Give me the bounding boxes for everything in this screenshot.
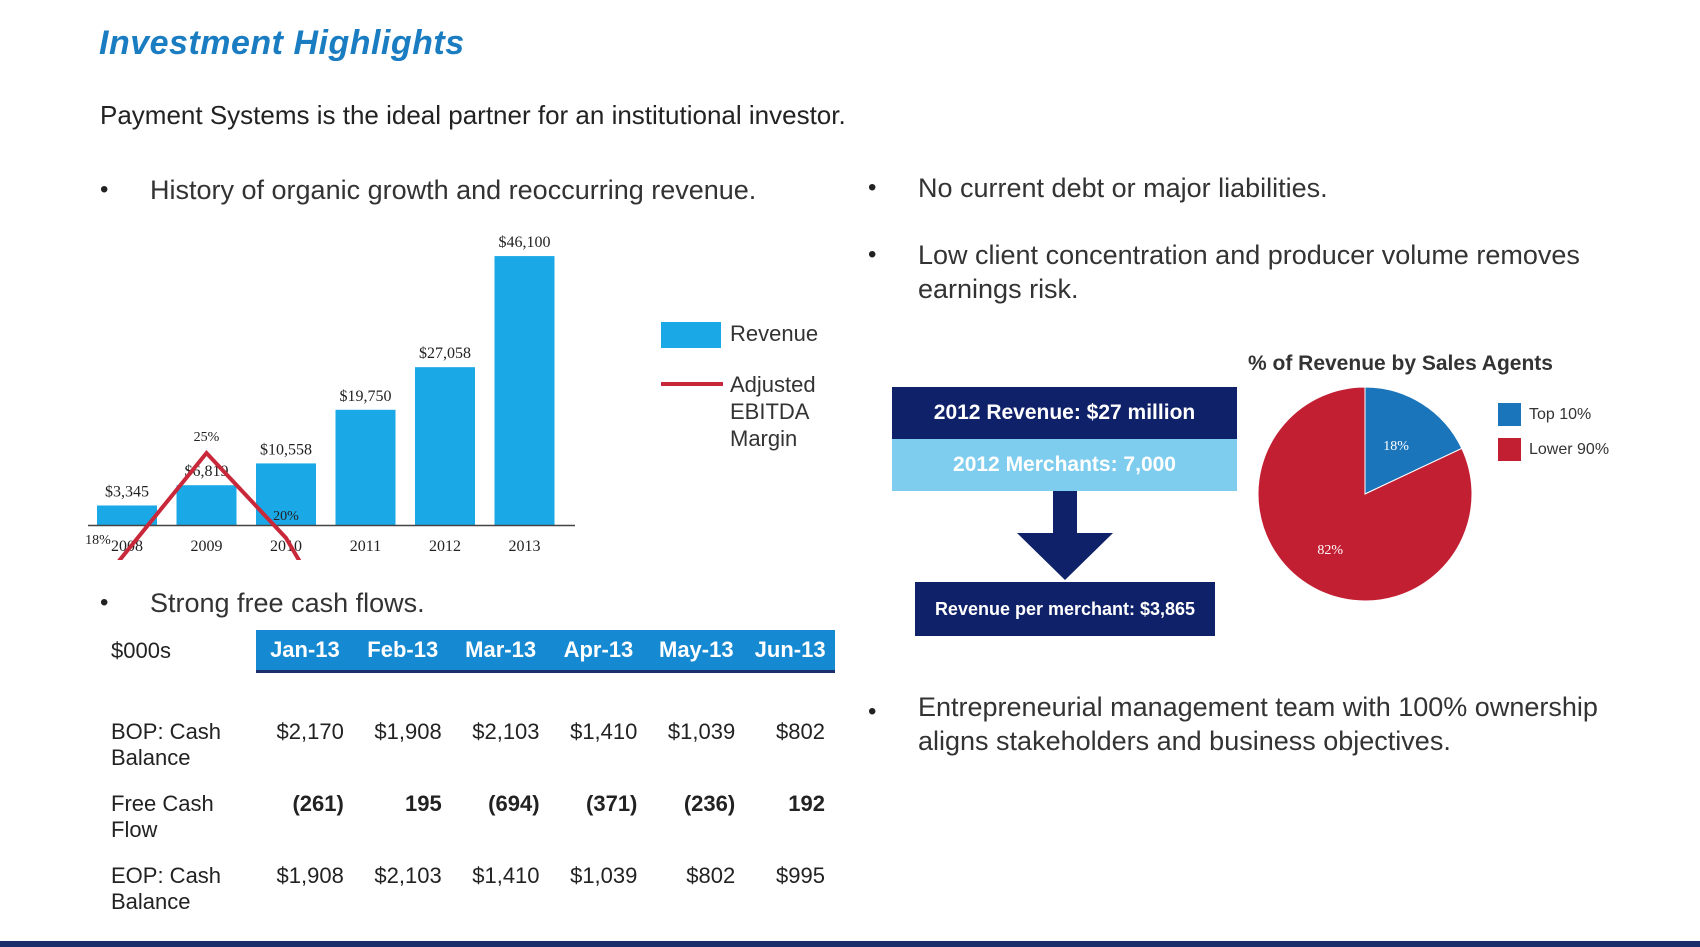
revenue-bar — [415, 367, 475, 525]
legend-lower90-label: Lower 90% — [1529, 441, 1610, 458]
revenue-by-agents-pie: 18% 82% — [1257, 386, 1473, 602]
ebitda-margin-line — [117, 449, 302, 560]
month-header: Apr-13 — [549, 630, 648, 673]
month-header: Jan-13 — [256, 630, 354, 673]
month-header: Mar-13 — [451, 630, 550, 673]
revenue-bars — [97, 256, 555, 525]
legend-lower90-swatch — [1498, 438, 1521, 461]
revenue-bar-labels: $3,345$6,819$10,558$19,750$27,058$46,100 — [105, 234, 551, 500]
pie-slice-lower-90 — [1257, 386, 1473, 602]
bullet-growth: History of organic growth and reoccurrin… — [150, 175, 757, 205]
table-cell: $1,908 — [374, 719, 442, 744]
table-cell: $802 — [776, 719, 825, 744]
legend-margin-label: Adjusted EBITDA Margin — [730, 372, 816, 451]
table-cell: (371) — [586, 791, 638, 816]
table-cell: $1,410 — [570, 719, 638, 744]
bullet-no-debt: No current debt or major liabilities. — [918, 173, 1328, 203]
legend-top10-label: Top 10% — [1529, 406, 1592, 423]
table-cell: $995 — [776, 863, 825, 888]
table-cell: (261) — [292, 791, 344, 816]
pie-chart-title: % of Revenue by Sales Agents — [1248, 352, 1553, 375]
year-tick-label: 2011 — [350, 538, 381, 555]
legend-revenue-label: Revenue — [730, 321, 819, 346]
year-tick-label: 2009 — [191, 538, 223, 555]
revenue-bar — [176, 485, 237, 525]
table-row: BOP: Cash Balance $2,170 $1,908 $2,103 $… — [100, 713, 835, 785]
year-tick-label: 2013 — [509, 538, 541, 555]
revenue-per-merchant-box: Revenue per merchant: $3,865 — [915, 582, 1215, 636]
revenue-bar — [335, 409, 396, 525]
page-title: Investment Highlights — [99, 24, 465, 62]
legend-margin-swatch — [661, 382, 723, 386]
row-label: BOP: Cash Balance — [111, 719, 222, 770]
pie-slice-top-10 — [1364, 386, 1463, 495]
bullet-dot: • — [868, 241, 877, 268]
year-axis-labels: 2008 2009 2010 2011 2012 2013 — [111, 538, 541, 555]
revenue-bar-label: $46,100 — [499, 234, 551, 251]
table-cell: (694) — [488, 791, 540, 816]
bullet-dot: • — [100, 589, 109, 616]
unit-label: $000s — [111, 637, 171, 663]
table-spacer — [100, 672, 835, 714]
revenue-2012-box: 2012 Revenue: $27 million — [892, 387, 1237, 439]
table-row: EOP: Cash Balance $1,908 $2,103 $1,410 $… — [100, 857, 835, 929]
table-cell: $1,039 — [667, 719, 736, 744]
table-cell: $2,103 — [472, 719, 540, 744]
table-cell: $802 — [686, 863, 736, 888]
table-row: Free Cash Flow (261) 195 (694) (371) (23… — [100, 785, 835, 857]
row-label: EOP: Cash Balance — [111, 863, 222, 914]
revenue-bar — [97, 505, 157, 525]
ebitda-margin-label: 25% — [194, 430, 220, 445]
ebitda-margin-label: 18% — [85, 533, 111, 548]
bullet-dot: • — [868, 174, 877, 201]
bullet-dot: • — [868, 698, 877, 725]
page-subtitle: Payment Systems is the ideal partner for… — [100, 100, 846, 130]
ebitda-margin-label: 20% — [273, 509, 299, 524]
table-cell: $1,039 — [570, 863, 638, 888]
table-cell: $1,410 — [472, 863, 540, 888]
pie-label-lower-90: 82% — [1317, 543, 1343, 558]
table-cell: $1,908 — [276, 863, 344, 888]
cash-flow-table: $000s Jan-13 Feb-13 Mar-13 Apr-13 May-13… — [100, 630, 835, 929]
ebitda-margin-labels: 18%25%20%12%14%16% — [85, 430, 299, 548]
table-cell: 195 — [404, 791, 442, 816]
bullet-dot: • — [100, 176, 109, 203]
year-tick-label: 2012 — [429, 538, 461, 555]
table-cell: 192 — [788, 791, 825, 816]
revenue-bar-label: $3,345 — [105, 483, 149, 500]
month-header: May-13 — [647, 630, 746, 673]
row-label: Free Cash Flow — [111, 791, 214, 842]
down-arrow-icon — [1017, 491, 1113, 580]
table-cell: $2,103 — [374, 863, 442, 888]
revenue-bar-label: $10,558 — [260, 441, 312, 458]
table-header-row: $000s Jan-13 Feb-13 Mar-13 Apr-13 May-13… — [100, 630, 835, 673]
bullet-cash-flows: Strong free cash flows. — [150, 588, 425, 618]
revenue-bar — [494, 256, 555, 525]
bullet-management: Entrepreneurial management team with 100… — [918, 692, 1598, 756]
bottom-rule — [0, 941, 1700, 947]
legend-top10-swatch — [1498, 403, 1521, 426]
bullet-low-concentration: Low client concentration and producer vo… — [918, 240, 1580, 304]
revenue-ebitda-chart: $3,345$6,819$10,558$19,750$27,058$46,100… — [85, 234, 575, 560]
month-header: Feb-13 — [353, 630, 452, 673]
legend-revenue-swatch — [661, 322, 721, 348]
revenue-bar-label: $19,750 — [340, 388, 392, 405]
merchants-2012-box: 2012 Merchants: 7,000 — [892, 439, 1237, 491]
table-cell: (236) — [683, 791, 736, 816]
pie-label-top-10: 18% — [1383, 439, 1409, 454]
revenue-bar-label: $27,058 — [419, 345, 471, 362]
month-header: Jun-13 — [745, 630, 835, 673]
table-cell: $2,170 — [276, 719, 344, 744]
